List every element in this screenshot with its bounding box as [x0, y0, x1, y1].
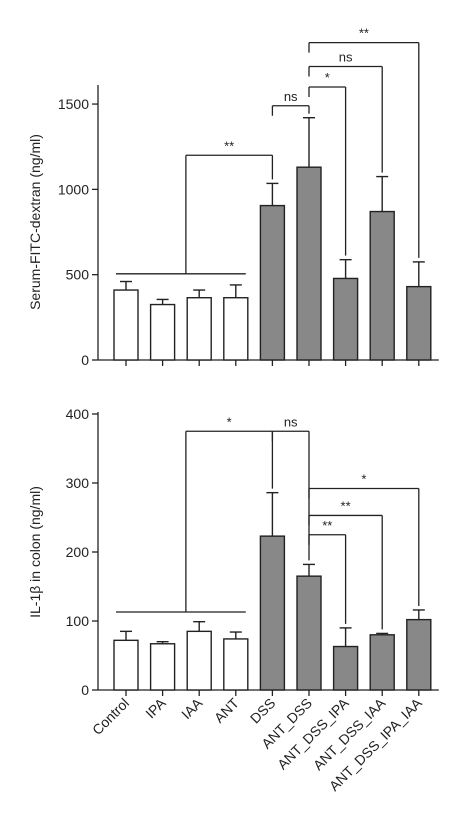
- significance-label: **: [322, 518, 332, 533]
- bar-control: [113, 639, 139, 691]
- y-tick-label: 0: [81, 352, 89, 368]
- y-tick-label: 300: [66, 475, 90, 491]
- x-tick-label: IPA: [142, 694, 169, 721]
- significance-label: **: [224, 138, 234, 153]
- bar-ant-dss-ipa: [332, 277, 359, 361]
- bar-control: [113, 289, 139, 361]
- y-tick-label: 500: [66, 267, 90, 283]
- y-tick-label: 200: [66, 544, 90, 560]
- bar-ant-dss-ipa-iaa: [406, 285, 432, 361]
- bar-ant-dss: [296, 575, 322, 691]
- significance-label: *: [227, 414, 232, 429]
- y-tick-label: 0: [81, 682, 89, 698]
- y-tick-label: 400: [66, 406, 90, 422]
- significance-label: **: [341, 498, 351, 513]
- bar-ant: [223, 297, 249, 361]
- y-tick-label: 1500: [58, 96, 89, 112]
- significance-label: *: [361, 472, 366, 487]
- x-tick-label: ANT: [211, 694, 242, 725]
- x-tick-label: Control: [89, 695, 132, 738]
- y-tick-label: 100: [66, 613, 90, 629]
- bottom-bar-chart: 0 100 200 300 400 IL-1β in colon (ng/ml) Contr…: [27, 406, 439, 794]
- significance-label: *: [325, 70, 330, 85]
- bar-ant-dss-iaa: [369, 634, 395, 691]
- bar-ipa: [149, 643, 176, 691]
- x-tick-label: DSS: [247, 695, 279, 727]
- y-tick-label: 1000: [58, 181, 89, 197]
- bar-iaa: [186, 630, 212, 691]
- bar-dss: [259, 204, 286, 361]
- bar-ipa: [149, 303, 176, 361]
- significance-label: ns: [284, 89, 298, 104]
- bar-dss: [259, 535, 286, 691]
- bar-ant-dss: [296, 166, 322, 361]
- y-axis-label: IL-1β in colon (ng/ml): [27, 486, 43, 618]
- bar-ant: [223, 638, 249, 691]
- bar-ant-dss-ipa: [332, 645, 359, 691]
- significance-label: ns: [284, 414, 298, 429]
- bar-iaa: [186, 297, 212, 361]
- significance-label: ns: [339, 50, 353, 65]
- y-axis-label: Serum-FITC-dextran (ng/ml): [27, 134, 43, 310]
- significance-label: **: [359, 26, 369, 41]
- x-tick-label: IAA: [178, 694, 206, 722]
- bar-ant-dss-iaa: [369, 210, 395, 361]
- bar-ant-dss-ipa-iaa: [406, 618, 432, 691]
